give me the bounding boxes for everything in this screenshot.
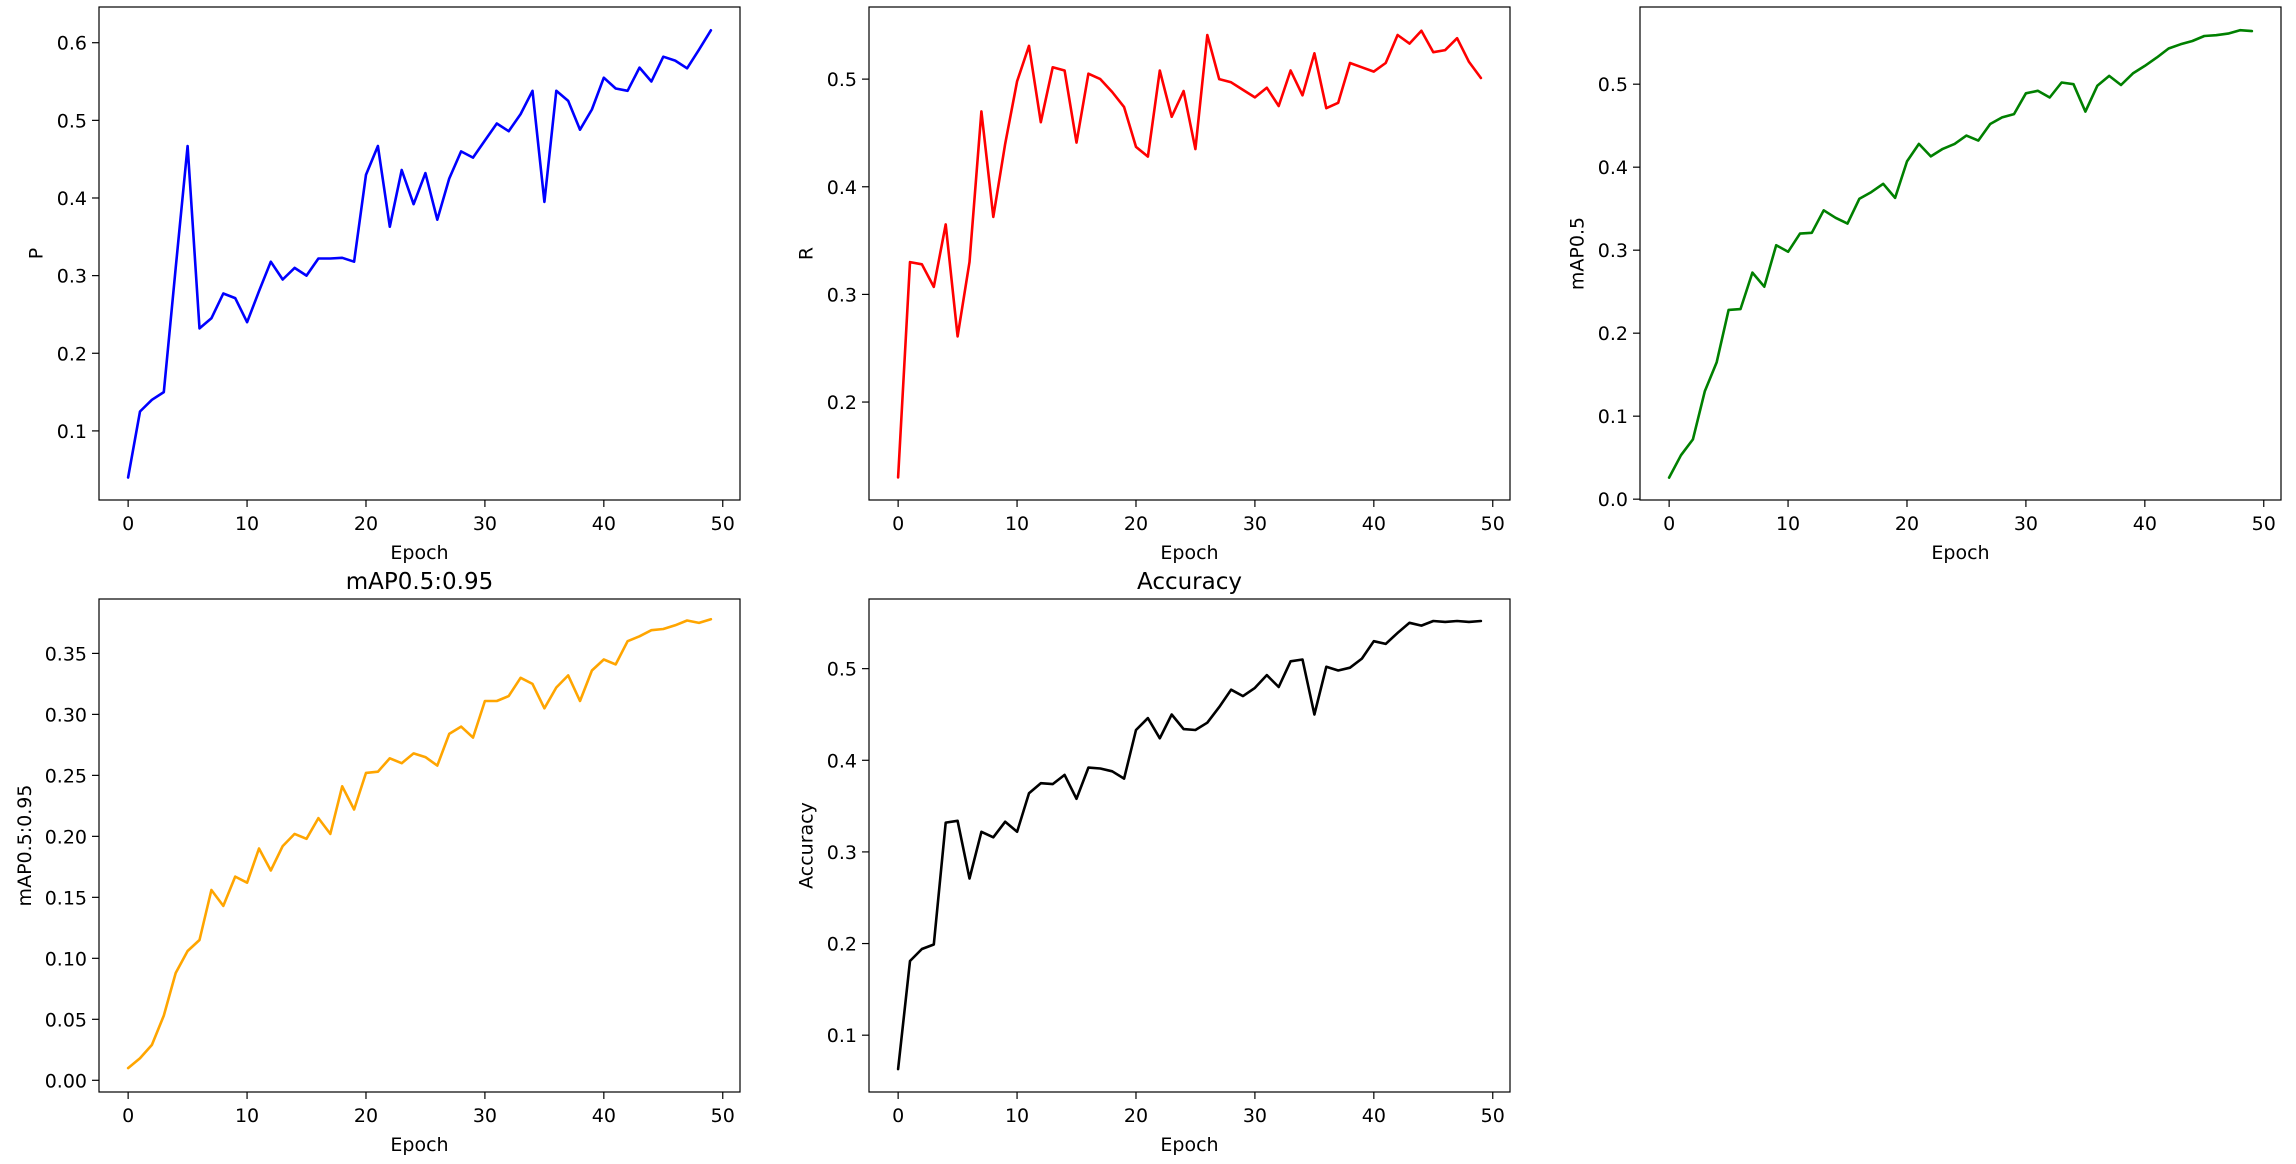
y-tick-label: 0.05 — [45, 1009, 87, 1031]
y-tick-label: 0.15 — [45, 887, 87, 909]
y-axis-label: mAP0.5 — [1567, 217, 1589, 290]
y-axis-label: Accuracy — [796, 802, 818, 889]
x-tick-label: 20 — [1124, 1105, 1148, 1127]
x-tick-label: 50 — [2252, 513, 2276, 535]
y-tick-label: 0.5 — [827, 659, 857, 681]
y-tick-label: 0.3 — [1598, 240, 1628, 262]
plot-frame — [98, 6, 741, 501]
x-tick-label: 20 — [1895, 513, 1919, 535]
x-axis-label: Epoch — [1160, 542, 1218, 564]
series-line — [896, 619, 1483, 1071]
x-axis-label: Epoch — [390, 542, 448, 564]
y-axis-label: mAP0.5:0.95 — [14, 785, 36, 907]
x-tick-label: 30 — [473, 1105, 497, 1127]
x-tick-label: 40 — [592, 1105, 616, 1127]
x-axis-label: Epoch — [390, 1134, 448, 1156]
x-tick-label: 0 — [892, 1105, 904, 1127]
x-tick-label: 40 — [1362, 1105, 1386, 1127]
y-tick-label: 0.4 — [1598, 157, 1628, 179]
y-tick-label: 0.00 — [45, 1070, 87, 1092]
x-tick-label: 0 — [1663, 513, 1675, 535]
x-tick-label: 10 — [1005, 513, 1029, 535]
y-tick-label: 0.4 — [57, 188, 87, 210]
x-tick-label: 20 — [1124, 513, 1148, 535]
y-tick-label: 0.35 — [45, 643, 87, 665]
y-tick-label: 0.2 — [827, 934, 857, 956]
chart-title: mAP0.5:0.95 — [346, 569, 494, 595]
x-tick-label: 30 — [1243, 1105, 1267, 1127]
chart-panel-1: 0 10 20 30 40 50 0.1 0.2 0.3 0.4 0.5 0.6 Epoch P — [26, 6, 741, 564]
y-tick-label: 0.10 — [45, 948, 87, 970]
plot-frame — [868, 598, 1511, 1093]
x-axis-label: Epoch — [1931, 542, 1989, 564]
x-tick-label: 50 — [711, 513, 735, 535]
x-tick-label: 40 — [592, 513, 616, 535]
x-tick-label: 50 — [1481, 513, 1505, 535]
plot-frame — [868, 6, 1511, 501]
x-tick-label: 10 — [1776, 513, 1800, 535]
y-axis-label: R — [796, 247, 818, 260]
chart-panel-2: 0 10 20 30 40 50 0.2 0.3 0.4 0.5 Epoch R — [796, 6, 1511, 564]
x-tick-label: 0 — [122, 1105, 134, 1127]
x-tick-label: 0 — [122, 513, 134, 535]
chart-panel-3: 0 10 20 30 40 50 0.0 0.1 0.2 0.3 0.4 0.5 Epoch mAP0.5 — [1567, 6, 2282, 564]
plot-frame — [98, 598, 741, 1093]
x-tick-label: 20 — [354, 1105, 378, 1127]
plot-frame — [1639, 6, 2282, 501]
chart-panel-4: 0 10 20 30 40 50 0.00 0.05 0.10 0.15 0.20 0.25 0.30 0… — [14, 569, 741, 1156]
x-tick-label: 50 — [1481, 1105, 1505, 1127]
y-tick-label: 0.20 — [45, 826, 87, 848]
series-line — [126, 617, 713, 1070]
y-tick-label: 0.5 — [57, 110, 87, 132]
y-tick-label: 0.0 — [1598, 489, 1628, 511]
x-tick-label: 50 — [711, 1105, 735, 1127]
y-tick-label: 0.3 — [57, 266, 87, 288]
series-line — [896, 29, 1483, 479]
x-tick-label: 10 — [235, 513, 259, 535]
x-tick-label: 40 — [2133, 513, 2157, 535]
x-tick-label: 30 — [2014, 513, 2038, 535]
x-tick-label: 30 — [473, 513, 497, 535]
x-tick-label: 30 — [1243, 513, 1267, 535]
chart-panel-5: 0 10 20 30 40 50 0.1 0.2 0.3 0.4 0.5 Epoch Accuracy A… — [796, 569, 1511, 1156]
chart-title: Accuracy — [1137, 569, 1242, 595]
x-axis-label: Epoch — [1160, 1134, 1218, 1156]
y-tick-label: 0.3 — [827, 284, 857, 306]
series-line — [1667, 28, 2254, 479]
y-axis-label: P — [26, 248, 48, 259]
series-line — [126, 28, 713, 479]
x-tick-label: 0 — [892, 513, 904, 535]
x-tick-label: 10 — [235, 1105, 259, 1127]
x-tick-label: 10 — [1005, 1105, 1029, 1127]
y-tick-label: 0.1 — [57, 421, 87, 443]
y-tick-label: 0.6 — [57, 33, 87, 55]
x-tick-label: 20 — [354, 513, 378, 535]
y-tick-label: 0.30 — [45, 704, 87, 726]
y-tick-label: 0.4 — [827, 177, 857, 199]
y-tick-label: 0.2 — [1598, 323, 1628, 345]
x-tick-label: 40 — [1362, 513, 1386, 535]
y-tick-label: 0.5 — [1598, 74, 1628, 96]
y-tick-label: 0.2 — [57, 343, 87, 365]
y-tick-label: 0.2 — [827, 392, 857, 414]
y-tick-label: 0.1 — [1598, 406, 1628, 428]
y-tick-label: 0.1 — [827, 1025, 857, 1047]
y-tick-label: 0.5 — [827, 69, 857, 91]
y-tick-label: 0.4 — [827, 750, 857, 772]
y-tick-label: 0.3 — [827, 842, 857, 864]
y-tick-label: 0.25 — [45, 765, 87, 787]
